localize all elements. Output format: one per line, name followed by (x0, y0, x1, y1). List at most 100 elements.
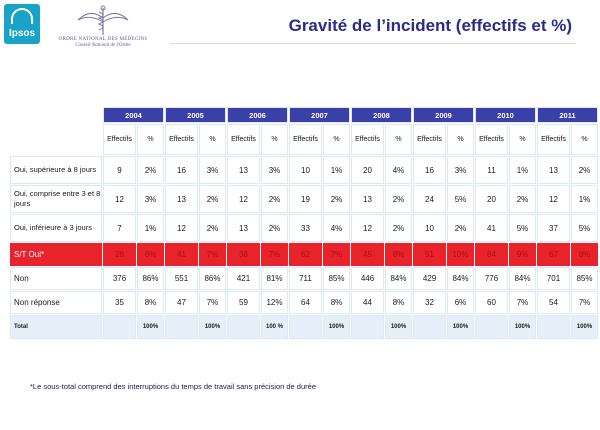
count-cell-2010: 11 (475, 156, 508, 184)
percent-cell-2009: 84% (447, 267, 474, 290)
percent-cell-2011: 2% (571, 156, 598, 184)
count-cell-2004: 12 (103, 185, 136, 213)
percent-cell-2004: 6% (137, 243, 164, 266)
percent-cell-2008: 8% (385, 243, 412, 266)
percent-cell-2010: 100% (509, 315, 536, 339)
count-cell-2010: 41 (475, 214, 508, 242)
count-cell-2006: 38 (227, 243, 260, 266)
count-cell-2010: 776 (475, 267, 508, 290)
count-cell-2007: 64 (289, 291, 322, 314)
year-header-2005: 2005 (165, 107, 226, 123)
sub-header-effectifs: Effectifs (351, 124, 384, 155)
percent-cell-2004: 3% (137, 185, 164, 213)
count-cell-2005: 551 (165, 267, 198, 290)
percent-cell-2010: 84% (509, 267, 536, 290)
ipsos-logo-arc (11, 8, 33, 24)
count-cell-2004: 9 (103, 156, 136, 184)
count-cell-2006 (227, 315, 260, 339)
percent-cell-2008: 8% (385, 291, 412, 314)
percent-cell-2005: 2% (199, 214, 226, 242)
percent-cell-2005: 2% (199, 185, 226, 213)
count-cell-2011 (537, 315, 570, 339)
row-no: Non 376 86% 551 86% 421 81% 711 85% 446 84% 429 84% 7… (10, 267, 598, 290)
percent-cell-2004: 2% (137, 156, 164, 184)
footnote: *Le sous-total comprend des interruption… (30, 382, 316, 391)
sub-header-pct: % (199, 124, 226, 155)
percent-cell-2006: 3% (261, 156, 288, 184)
count-cell-2009 (413, 315, 446, 339)
sub-header-effectifs: Effectifs (227, 124, 260, 155)
count-cell-2004 (103, 315, 136, 339)
row-under-3-days: Oui, inférieure à 3 jours 7 1% 12 2% 13 2% 33 4%… (10, 214, 598, 242)
percent-cell-2011: 5% (571, 214, 598, 242)
count-cell-2007: 33 (289, 214, 322, 242)
count-cell-2011: 37 (537, 214, 570, 242)
count-cell-2010: 84 (475, 243, 508, 266)
sub-header-pct: % (323, 124, 350, 155)
percent-cell-2008: 2% (385, 185, 412, 213)
percent-cell-2008: 4% (385, 156, 412, 184)
percent-cell-2008: 100% (385, 315, 412, 339)
percent-cell-2004: 1% (137, 214, 164, 242)
count-cell-2008: 45 (351, 243, 384, 266)
ordre-logo-line2: Conseil National de l'Ordre (75, 43, 131, 48)
percent-cell-2009: 2% (447, 214, 474, 242)
count-cell-2008: 44 (351, 291, 384, 314)
count-cell-2010: 60 (475, 291, 508, 314)
count-cell-2004: 376 (103, 267, 136, 290)
percent-cell-2011: 8% (571, 243, 598, 266)
caduceus-icon (77, 5, 129, 35)
year-header-2004: 2004 (103, 107, 164, 123)
count-cell-2010: 20 (475, 185, 508, 213)
year-header-2009: 2009 (413, 107, 474, 123)
count-cell-2005: 12 (165, 214, 198, 242)
corner-cell (10, 124, 102, 155)
percent-cell-2010: 5% (509, 214, 536, 242)
percent-cell-2008: 2% (385, 214, 412, 242)
sub-header-row: Effectifs% Effectifs% Effectifs% Effectifs%… (10, 124, 598, 155)
percent-cell-2007: 85% (323, 267, 350, 290)
count-cell-2005: 13 (165, 185, 198, 213)
row-label: Oui, inférieure à 3 jours (10, 214, 102, 242)
count-cell-2011: 67 (537, 243, 570, 266)
count-cell-2011: 12 (537, 185, 570, 213)
count-cell-2009: 10 (413, 214, 446, 242)
percent-cell-2007: 4% (323, 214, 350, 242)
year-header-2008: 2008 (351, 107, 412, 123)
percent-cell-2006: 100 % (261, 315, 288, 339)
count-cell-2007: 19 (289, 185, 322, 213)
sub-header-pct: % (261, 124, 288, 155)
row-label: Non (10, 267, 102, 290)
row-3-to-8-days: Oui, comprise entre 3 et 8 jours 12 3% 13 2%… (10, 185, 598, 213)
sub-header-pct: % (137, 124, 164, 155)
count-cell-2009: 16 (413, 156, 446, 184)
percent-cell-2011: 7% (571, 291, 598, 314)
sub-header-effectifs: Effectifs (289, 124, 322, 155)
percent-cell-2009: 5% (447, 185, 474, 213)
percent-cell-2007: 7% (323, 243, 350, 266)
percent-cell-2006: 2% (261, 185, 288, 213)
percent-cell-2005: 86% (199, 267, 226, 290)
table-body: 2004 2005 2006 2007 2008 2009 2010 2011 Effectif… (10, 107, 598, 339)
sub-header-pct: % (385, 124, 412, 155)
count-cell-2007 (289, 315, 322, 339)
row-over-8-days: Oui, supérieure à 8 jours 9 2% 16 3% 13 3% 10 1%… (10, 156, 598, 184)
percent-cell-2006: 7% (261, 243, 288, 266)
percent-cell-2009: 10% (447, 243, 474, 266)
percent-cell-2006: 2% (261, 214, 288, 242)
sub-header-effectifs: Effectifs (165, 124, 198, 155)
percent-cell-2004: 86% (137, 267, 164, 290)
count-cell-2009: 51 (413, 243, 446, 266)
percent-cell-2007: 2% (323, 185, 350, 213)
count-cell-2008: 12 (351, 214, 384, 242)
year-header-2011: 2011 (537, 107, 598, 123)
count-cell-2007: 10 (289, 156, 322, 184)
ordre-logo-line1: ORDRE NATIONAL DES MÉDECINS (58, 37, 148, 42)
percent-cell-2011: 100% (571, 315, 598, 339)
year-header-2007: 2007 (289, 107, 350, 123)
ordre-medecins-logo: ORDRE NATIONAL DES MÉDECINS Conseil Nati… (48, 4, 158, 48)
count-cell-2011: 701 (537, 267, 570, 290)
percent-cell-2011: 1% (571, 185, 598, 213)
percent-cell-2007: 8% (323, 291, 350, 314)
count-cell-2008: 20 (351, 156, 384, 184)
